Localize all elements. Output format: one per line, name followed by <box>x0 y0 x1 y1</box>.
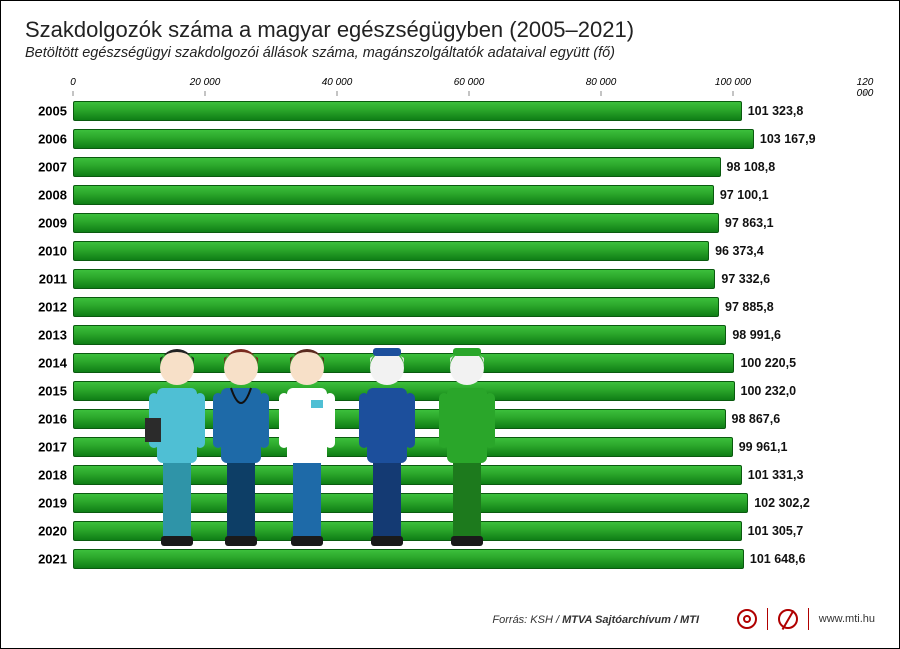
bar <box>73 269 715 289</box>
year-label: 2018 <box>25 468 67 483</box>
bar-value-label: 98 108,8 <box>727 160 776 174</box>
bar-row: 2020101 305,7 <box>73 517 865 545</box>
x-axis-tick-label: 40 000 <box>322 77 353 88</box>
bar <box>73 101 742 121</box>
chart-title: Szakdolgozók száma a magyar egészségügyb… <box>25 17 889 43</box>
bar <box>73 353 734 373</box>
bar-row: 201698 867,6 <box>73 405 865 433</box>
bar-row: 200897 100,1 <box>73 181 865 209</box>
bar-value-label: 101 305,7 <box>748 524 804 538</box>
bar-row: 2018101 331,3 <box>73 461 865 489</box>
x-axis-tick-mark <box>733 91 734 96</box>
year-label: 2019 <box>25 496 67 511</box>
bars-container: 020 00040 00060 00080 000100 000120 0002… <box>73 97 865 573</box>
bar <box>73 325 726 345</box>
year-label: 2006 <box>25 132 67 147</box>
bar-value-label: 97 863,1 <box>725 216 774 230</box>
year-label: 2011 <box>25 272 67 287</box>
x-axis-tick-label: 20 000 <box>190 77 221 88</box>
bar <box>73 465 742 485</box>
bar <box>73 521 742 541</box>
bar-row: 200798 108,8 <box>73 153 865 181</box>
bar-value-label: 100 220,5 <box>740 356 796 370</box>
bar-row: 201197 332,6 <box>73 265 865 293</box>
bar-row: 2021101 648,6 <box>73 545 865 573</box>
chart-frame: { "title": "Szakdolgozók száma a magyar … <box>0 0 900 649</box>
year-label: 2012 <box>25 300 67 315</box>
bar <box>73 297 719 317</box>
bar-row: 2006103 167,9 <box>73 125 865 153</box>
logo-strip: www.mti.hu <box>737 608 875 630</box>
bar-value-label: 96 373,4 <box>715 244 764 258</box>
bar-value-label: 101 331,3 <box>748 468 804 482</box>
year-label: 2008 <box>25 188 67 203</box>
bar <box>73 241 709 261</box>
year-label: 2017 <box>25 440 67 455</box>
x-axis-tick-mark <box>336 91 337 96</box>
year-label: 2010 <box>25 244 67 259</box>
bar-row: 201297 885,8 <box>73 293 865 321</box>
bar <box>73 185 714 205</box>
bar-value-label: 98 867,6 <box>732 412 781 426</box>
bar <box>73 409 726 429</box>
bar-value-label: 97 100,1 <box>720 188 769 202</box>
bar <box>73 213 719 233</box>
x-axis-tick-label: 100 000 <box>715 77 751 88</box>
year-label: 2007 <box>25 160 67 175</box>
bar-value-label: 97 885,8 <box>725 300 774 314</box>
separator-icon <box>808 608 809 630</box>
year-label: 2009 <box>25 216 67 231</box>
bar-value-label: 100 232,0 <box>741 384 797 398</box>
x-axis-tick-mark <box>865 91 866 96</box>
year-label: 2013 <box>25 328 67 343</box>
year-label: 2021 <box>25 552 67 567</box>
year-label: 2020 <box>25 524 67 539</box>
bar-value-label: 98 991,6 <box>732 328 781 342</box>
bar-row: 201398 991,6 <box>73 321 865 349</box>
year-label: 2015 <box>25 384 67 399</box>
x-axis-tick-label: 0 <box>70 77 76 88</box>
bar-value-label: 97 332,6 <box>721 272 770 286</box>
bar-row: 200997 863,1 <box>73 209 865 237</box>
x-axis-tick-mark <box>204 91 205 96</box>
bar-value-label: 103 167,9 <box>760 132 816 146</box>
bar-row: 201799 961,1 <box>73 433 865 461</box>
bar <box>73 157 721 177</box>
bar-row: 2015100 232,0 <box>73 377 865 405</box>
x-axis-tick-mark <box>469 91 470 96</box>
x-axis-tick-mark <box>600 91 601 96</box>
x-axis-tick-label: 80 000 <box>586 77 617 88</box>
x-axis-tick-label: 60 000 <box>454 77 485 88</box>
chart-subtitle: Betöltött egészségügyi szakdolgozói állá… <box>25 45 889 61</box>
bar-value-label: 102 302,2 <box>754 496 810 510</box>
bar <box>73 381 735 401</box>
bar-row: 2005101 323,8 <box>73 97 865 125</box>
footer: Forrás: KSH / MTVA Sajtóarchívum / MTI w… <box>11 600 889 630</box>
bar <box>73 549 744 569</box>
bar <box>73 493 748 513</box>
separator-icon <box>767 608 768 630</box>
mti-logo-2-icon <box>778 609 798 629</box>
source-text: Forrás: KSH / MTVA Sajtóarchívum / MTI <box>492 614 699 626</box>
year-label: 2014 <box>25 356 67 371</box>
year-label: 2005 <box>25 104 67 119</box>
bar-row: 2019102 302,2 <box>73 489 865 517</box>
bar-value-label: 101 323,8 <box>748 104 804 118</box>
x-axis-tick-mark <box>73 91 74 96</box>
source-prefix: Forrás: KSH / <box>492 614 562 626</box>
source-bold: MTVA Sajtóarchívum / MTI <box>562 614 699 626</box>
year-label: 2016 <box>25 412 67 427</box>
bar-row: 201096 373,4 <box>73 237 865 265</box>
chart-area: 020 00040 00060 00080 000100 000120 0002… <box>25 77 875 578</box>
bar-value-label: 101 648,6 <box>750 552 806 566</box>
bar-value-label: 99 961,1 <box>739 440 788 454</box>
bar <box>73 437 733 457</box>
bar-row: 2014100 220,5 <box>73 349 865 377</box>
bar <box>73 129 754 149</box>
site-url: www.mti.hu <box>819 613 875 625</box>
mti-logo-icon <box>737 609 757 629</box>
